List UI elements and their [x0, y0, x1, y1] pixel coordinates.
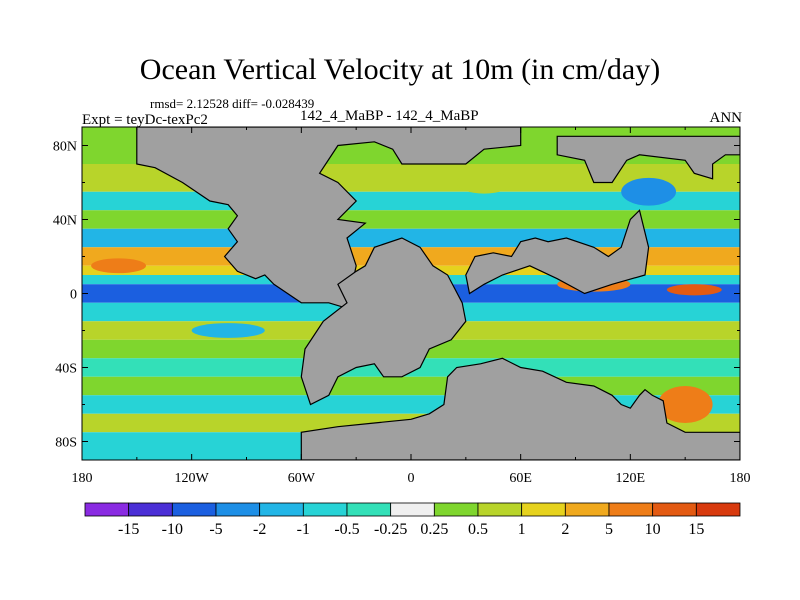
colorbar-swatch-2: [171, 502, 217, 517]
chart-title: Ocean Vertical Velocity at 10m (in cm/da…: [139, 53, 661, 86]
colorbar-label-12: 10: [645, 521, 661, 538]
stats-label: rmsd= 2.12528 diff= -0.028439: [150, 96, 315, 111]
colorbar-swatch-0: [84, 502, 130, 517]
colorbar-label-10: 2: [561, 521, 569, 538]
northeast-land: [556, 135, 740, 184]
y-tick-label-2: 0: [70, 288, 77, 303]
x-tick-label-5: 120E: [616, 471, 646, 486]
field-patch-6: [191, 323, 265, 338]
map-field: [82, 127, 740, 460]
colorbar-swatch-12: [608, 502, 654, 517]
comparison-label: 142_4_MaBP - 142_4_MaBP: [300, 108, 479, 124]
colorbar-label-5: -0.5: [334, 521, 359, 538]
colorbar-label-2: -5: [209, 521, 222, 538]
colorbar-swatch-9: [477, 502, 523, 517]
field-patch-3: [91, 258, 146, 274]
y-tick-label-1: 40N: [53, 214, 77, 229]
western-central-land: [300, 237, 467, 406]
field-patch-4: [657, 386, 713, 423]
colorbar-swatch-7: [390, 502, 435, 517]
y-tick-label-3: 40S: [55, 362, 77, 377]
colorbar-label-6: -0.25: [374, 521, 407, 538]
colorbar-label-13: 15: [688, 521, 704, 538]
colorbar-swatch-3: [215, 502, 261, 517]
season-label: ANN: [709, 110, 743, 126]
colorbar-swatch-14: [695, 502, 741, 517]
colorbar-label-0: -15: [118, 521, 139, 538]
colorbar-swatch-1: [128, 502, 173, 517]
southern-land: [300, 357, 740, 460]
field-band-13: [82, 376, 740, 396]
colorbar-swatch-5: [302, 502, 348, 517]
colorbar-swatch-10: [521, 502, 566, 517]
colorbar-swatch-8: [433, 502, 479, 517]
x-tick-label-6: 180: [730, 471, 751, 486]
field-patch-0: [666, 284, 722, 296]
x-tick-label-3: 0: [408, 471, 415, 486]
x-tick-label-2: 60W: [288, 471, 316, 486]
field-patch-7: [456, 171, 512, 194]
x-tick-label-0: 180: [72, 471, 93, 486]
colorbar-swatch-11: [564, 502, 610, 517]
experiment-label: Expt = teyDc-texPc2: [82, 112, 208, 128]
colorbar-label-1: -10: [162, 521, 183, 538]
eastern-land: [465, 209, 650, 295]
y-tick-label-4: 80S: [55, 436, 77, 451]
colorbar-label-7: 0.25: [420, 521, 448, 538]
colorbar-label-11: 5: [605, 521, 613, 538]
colorbar-label-3: -2: [253, 521, 266, 538]
colorbar-label-9: 1: [518, 521, 526, 538]
colorbar: -15 -10 -5 -2 -1 -0.5 -0.25 0.25 0.5 1 2 5 10 15: [84, 502, 741, 538]
axis-ticks: 180 120W 60W 0 60E 120E 180 80N 40N 0 40S 80S: [53, 127, 751, 486]
field-patch-5: [621, 177, 677, 206]
y-tick-label-0: 80N: [53, 140, 77, 155]
colorbar-swatch-6: [346, 502, 392, 517]
colorbar-swatch-4: [259, 502, 304, 517]
colorbar-label-8: 0.5: [468, 521, 488, 538]
x-tick-label-4: 60E: [509, 471, 532, 486]
colorbar-swatch-13: [652, 502, 697, 517]
colorbar-label-4: -1: [297, 521, 310, 538]
x-tick-label-1: 120W: [175, 471, 210, 486]
